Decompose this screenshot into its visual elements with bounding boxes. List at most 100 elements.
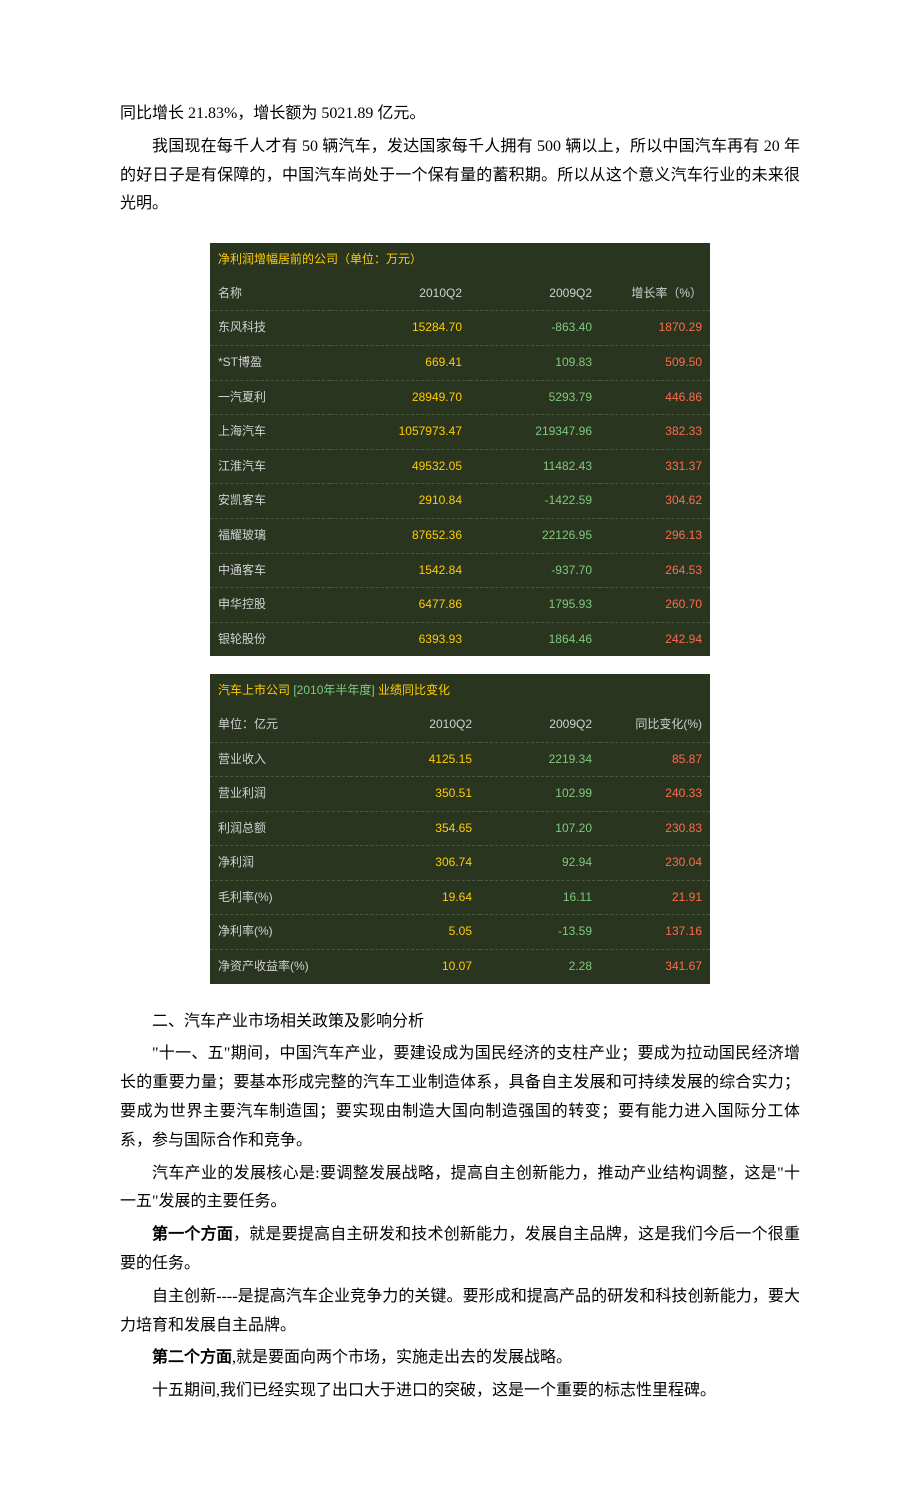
table-cell-value: 354.65 xyxy=(350,811,480,846)
table-cell-name: 一汽夏利 xyxy=(210,380,330,415)
table-cell-value: 1870.29 xyxy=(600,311,710,346)
table-cell-value: 5293.79 xyxy=(470,380,600,415)
table-cell-value: 6477.86 xyxy=(330,588,470,623)
table-row: 净利润306.7492.94230.04 xyxy=(210,846,710,881)
table-col-header: 增长率（%） xyxy=(600,277,710,311)
table-row: 利润总额354.65107.20230.83 xyxy=(210,811,710,846)
table-cell-value: 382.33 xyxy=(600,415,710,450)
table-cell-name: 江淮汽车 xyxy=(210,449,330,484)
table-cell-name: *ST博盈 xyxy=(210,345,330,380)
table-row: 上海汽车1057973.47219347.96382.33 xyxy=(210,415,710,450)
table-cell-value: 230.83 xyxy=(600,811,710,846)
aspect-1-label: 第一个方面 xyxy=(152,1226,233,1243)
table-row: 净利率(%)5.05-13.59137.16 xyxy=(210,915,710,950)
table-cell-value: 1795.93 xyxy=(470,588,600,623)
table-cell-value: 1542.84 xyxy=(330,553,470,588)
table-cell-value: 28949.70 xyxy=(330,380,470,415)
table-row: 中通客车1542.84-937.70264.53 xyxy=(210,553,710,588)
paragraph-core-development: 汽车产业的发展核心是:要调整发展战略，提高自主创新能力，推动产业结构调整，这是"… xyxy=(120,1160,800,1218)
table-title: 汽车上市公司 [2010年半年度] 业绩同比变化 xyxy=(210,674,710,708)
table-cell-value: 304.62 xyxy=(600,484,710,519)
table-cell-value: 264.53 xyxy=(600,553,710,588)
aspect-2-label: 第二个方面 xyxy=(152,1349,232,1366)
table-cell-value: 350.51 xyxy=(350,777,480,812)
table-cell-name: 毛利率(%) xyxy=(210,880,350,915)
table-col-header: 单位：亿元 xyxy=(210,708,350,742)
aspect-2-text: ,就是要面向两个市场，实施走出去的发展战略。 xyxy=(232,1349,572,1366)
table-cell-name: 申华控股 xyxy=(210,588,330,623)
table-cell-value: 5.05 xyxy=(350,915,480,950)
table-cell-value: -1422.59 xyxy=(470,484,600,519)
table-performance-change: 汽车上市公司 [2010年半年度] 业绩同比变化单位：亿元2010Q22009Q… xyxy=(210,674,710,983)
table-cell-value: 260.70 xyxy=(600,588,710,623)
table-cell-value: 109.83 xyxy=(470,345,600,380)
table-cell-name: 中通客车 xyxy=(210,553,330,588)
table-cell-name: 净利率(%) xyxy=(210,915,350,950)
table-cell-name: 福耀玻璃 xyxy=(210,518,330,553)
table-cell-value: 669.41 xyxy=(330,345,470,380)
table-cell-value: 4125.15 xyxy=(350,742,480,777)
paragraph-innovation: 自主创新----是提高汽车企业竞争力的关键。要形成和提高产品的研发和科技创新能力… xyxy=(120,1283,800,1341)
tables-container: 净利润增幅居前的公司（单位：万元）名称2010Q22009Q2增长率（%）东风科… xyxy=(120,243,800,983)
table-profit-growth: 净利润增幅居前的公司（单位：万元）名称2010Q22009Q2增长率（%）东风科… xyxy=(210,243,710,656)
table-row: 安凯客车2910.84-1422.59304.62 xyxy=(210,484,710,519)
table-cell-name: 净资产收益率(%) xyxy=(210,950,350,984)
table-col-header: 同比变化(%) xyxy=(600,708,710,742)
table-cell-value: 446.86 xyxy=(600,380,710,415)
table-cell-value: 242.94 xyxy=(600,622,710,656)
table-cell-value: 2910.84 xyxy=(330,484,470,519)
table-cell-value: 1057973.47 xyxy=(330,415,470,450)
table-cell-name: 安凯客车 xyxy=(210,484,330,519)
table-row: 净资产收益率(%)10.072.28341.67 xyxy=(210,950,710,984)
table-cell-value: 92.94 xyxy=(480,846,600,881)
table-row: 一汽夏利28949.705293.79446.86 xyxy=(210,380,710,415)
paragraph-aspect-2: 第二个方面,就是要面向两个市场，实施走出去的发展战略。 xyxy=(120,1344,800,1373)
table-row: *ST博盈669.41109.83509.50 xyxy=(210,345,710,380)
table-cell-value: 87652.36 xyxy=(330,518,470,553)
table-row: 福耀玻璃87652.3622126.95296.13 xyxy=(210,518,710,553)
table-col-header: 2009Q2 xyxy=(480,708,600,742)
paragraph-eleventh-five: "十一、五"期间，中国汽车产业，要建设成为国民经济的支柱产业；要成为拉动国民经济… xyxy=(120,1040,800,1155)
table-cell-value: 341.67 xyxy=(600,950,710,984)
table-cell-value: 19.64 xyxy=(350,880,480,915)
table-cell-value: 6393.93 xyxy=(330,622,470,656)
table-cell-value: 240.33 xyxy=(600,777,710,812)
table-cell-value: 2219.34 xyxy=(480,742,600,777)
table-cell-value: 21.91 xyxy=(600,880,710,915)
table-col-header: 2010Q2 xyxy=(330,277,470,311)
table-cell-name: 东风科技 xyxy=(210,311,330,346)
table-cell-value: 230.04 xyxy=(600,846,710,881)
table-cell-name: 上海汽车 xyxy=(210,415,330,450)
table-cell-value: -13.59 xyxy=(480,915,600,950)
table-cell-value: 296.13 xyxy=(600,518,710,553)
table-cell-name: 银轮股份 xyxy=(210,622,330,656)
table-cell-value: -863.40 xyxy=(470,311,600,346)
table-cell-value: 107.20 xyxy=(480,811,600,846)
table-cell-name: 利润总额 xyxy=(210,811,350,846)
table-cell-value: 2.28 xyxy=(480,950,600,984)
table-cell-value: 49532.05 xyxy=(330,449,470,484)
table-col-header: 2009Q2 xyxy=(470,277,600,311)
table-row: 营业收入4125.152219.3485.87 xyxy=(210,742,710,777)
table-cell-name: 净利润 xyxy=(210,846,350,881)
table-cell-value: 1864.46 xyxy=(470,622,600,656)
table-cell-value: 15284.70 xyxy=(330,311,470,346)
table-cell-value: 10.07 xyxy=(350,950,480,984)
table-cell-value: 219347.96 xyxy=(470,415,600,450)
table-cell-value: 306.74 xyxy=(350,846,480,881)
table-cell-value: 137.16 xyxy=(600,915,710,950)
table-row: 江淮汽车49532.0511482.43331.37 xyxy=(210,449,710,484)
table-cell-value: 16.11 xyxy=(480,880,600,915)
table-row: 申华控股6477.861795.93260.70 xyxy=(210,588,710,623)
table-title: 净利润增幅居前的公司（单位：万元） xyxy=(210,243,710,277)
table-cell-value: 509.50 xyxy=(600,345,710,380)
paragraph-export-import: 十五期间,我们已经实现了出口大于进口的突破，这是一个重要的标志性里程碑。 xyxy=(120,1377,800,1406)
table-col-header: 2010Q2 xyxy=(350,708,480,742)
table-cell-value: -937.70 xyxy=(470,553,600,588)
table-cell-name: 营业利润 xyxy=(210,777,350,812)
section-2-title: 二、汽车产业市场相关政策及影响分析 xyxy=(120,1008,800,1037)
table-row: 营业利润350.51102.99240.33 xyxy=(210,777,710,812)
table-row: 东风科技15284.70-863.401870.29 xyxy=(210,311,710,346)
table-cell-name: 营业收入 xyxy=(210,742,350,777)
table-col-header: 名称 xyxy=(210,277,330,311)
